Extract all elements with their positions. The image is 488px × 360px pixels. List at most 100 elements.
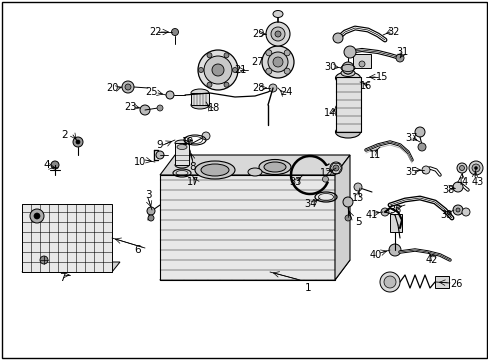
Ellipse shape xyxy=(259,159,290,175)
Text: 26: 26 xyxy=(449,279,461,289)
Ellipse shape xyxy=(264,162,285,172)
Circle shape xyxy=(224,82,228,87)
Text: 27: 27 xyxy=(251,57,264,67)
Text: 32: 32 xyxy=(386,27,398,37)
Ellipse shape xyxy=(175,162,189,168)
Circle shape xyxy=(471,164,479,172)
Text: 39: 39 xyxy=(439,210,451,220)
Circle shape xyxy=(329,162,341,174)
Polygon shape xyxy=(160,260,349,280)
Circle shape xyxy=(265,22,289,46)
Circle shape xyxy=(455,208,459,212)
Circle shape xyxy=(417,143,425,151)
Circle shape xyxy=(262,46,293,78)
Ellipse shape xyxy=(272,10,283,18)
Circle shape xyxy=(343,66,351,74)
Circle shape xyxy=(122,81,134,93)
Bar xyxy=(191,93,208,105)
Bar xyxy=(389,214,401,232)
Circle shape xyxy=(212,64,224,76)
Text: 10: 10 xyxy=(134,157,146,167)
Text: 2: 2 xyxy=(61,130,68,140)
Circle shape xyxy=(473,166,476,170)
Circle shape xyxy=(76,140,80,144)
Ellipse shape xyxy=(195,161,235,179)
Circle shape xyxy=(358,61,364,67)
Circle shape xyxy=(270,27,285,41)
Text: 40: 40 xyxy=(369,250,381,260)
Circle shape xyxy=(148,215,154,221)
Text: 3: 3 xyxy=(144,190,151,200)
Circle shape xyxy=(73,137,83,147)
Circle shape xyxy=(165,91,174,99)
Circle shape xyxy=(147,207,155,215)
Circle shape xyxy=(452,182,462,192)
Text: 18: 18 xyxy=(207,103,220,113)
Text: 11: 11 xyxy=(368,150,380,160)
Text: 12: 12 xyxy=(319,168,331,178)
Circle shape xyxy=(284,68,289,74)
Polygon shape xyxy=(160,155,349,175)
Circle shape xyxy=(34,213,40,219)
Circle shape xyxy=(342,197,352,207)
Text: 23: 23 xyxy=(123,102,136,112)
Ellipse shape xyxy=(201,164,228,176)
Circle shape xyxy=(198,50,238,90)
Ellipse shape xyxy=(175,140,189,146)
Circle shape xyxy=(345,215,350,221)
Circle shape xyxy=(379,272,399,292)
Circle shape xyxy=(206,82,212,87)
Text: 16: 16 xyxy=(359,81,371,91)
Ellipse shape xyxy=(191,89,208,97)
Text: 38: 38 xyxy=(441,185,453,195)
Ellipse shape xyxy=(335,126,360,138)
Circle shape xyxy=(341,62,353,74)
Circle shape xyxy=(125,84,131,90)
Text: 15: 15 xyxy=(375,72,387,82)
Ellipse shape xyxy=(335,72,360,84)
Circle shape xyxy=(284,50,289,56)
Text: 31: 31 xyxy=(395,47,407,57)
Text: 43: 43 xyxy=(471,177,483,187)
Bar xyxy=(352,54,370,68)
Circle shape xyxy=(380,208,388,216)
Circle shape xyxy=(30,209,44,223)
Text: 44: 44 xyxy=(456,177,468,187)
Text: 7: 7 xyxy=(59,273,65,283)
Circle shape xyxy=(265,50,271,56)
Text: 19: 19 xyxy=(182,137,194,147)
Circle shape xyxy=(156,151,163,159)
Circle shape xyxy=(459,166,464,171)
Circle shape xyxy=(198,68,203,72)
Circle shape xyxy=(272,57,283,67)
Polygon shape xyxy=(160,175,334,280)
Text: 6: 6 xyxy=(134,245,141,255)
Circle shape xyxy=(461,208,469,216)
Text: 33: 33 xyxy=(288,177,301,187)
Text: 5: 5 xyxy=(354,217,361,227)
Text: 28: 28 xyxy=(251,83,264,93)
Text: 42: 42 xyxy=(425,255,437,265)
Text: 34: 34 xyxy=(303,199,315,209)
Text: 4: 4 xyxy=(43,160,50,170)
Circle shape xyxy=(203,56,231,84)
Text: 24: 24 xyxy=(279,87,292,97)
Ellipse shape xyxy=(340,69,354,77)
Circle shape xyxy=(265,68,271,74)
Text: 22: 22 xyxy=(148,27,161,37)
Text: 41: 41 xyxy=(365,210,377,220)
Circle shape xyxy=(232,68,237,72)
Circle shape xyxy=(322,176,328,182)
Circle shape xyxy=(268,84,276,92)
Circle shape xyxy=(452,205,462,215)
Circle shape xyxy=(267,52,287,72)
Text: 36: 36 xyxy=(388,205,400,215)
Text: 35: 35 xyxy=(405,167,417,177)
Circle shape xyxy=(51,161,59,169)
Ellipse shape xyxy=(177,144,186,149)
Bar xyxy=(335,77,360,132)
Circle shape xyxy=(274,31,281,37)
Circle shape xyxy=(224,53,228,58)
Text: 1: 1 xyxy=(304,283,311,293)
Text: 17: 17 xyxy=(186,177,199,187)
